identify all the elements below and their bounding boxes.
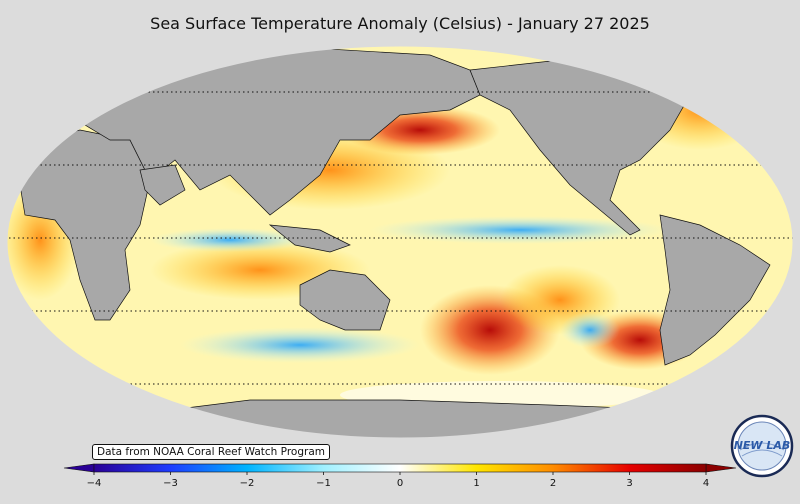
colorbar-tick-label: 4 <box>703 478 709 489</box>
eurasia <box>59 46 481 216</box>
colorbar-tick-label: 1 <box>473 478 479 489</box>
lab-logo: NEW LAB <box>730 414 794 478</box>
south-america <box>659 214 771 366</box>
colorbar-tick-label: −1 <box>316 478 331 489</box>
colorbar-min-extend <box>63 463 95 473</box>
data-source-note: Data from NOAA Coral Reef Watch Program <box>92 444 330 460</box>
map-title: Sea Surface Temperature Anomaly (Celsius… <box>150 14 650 33</box>
logo-seal-icon: NEW LAB <box>730 414 794 478</box>
colorbar-tick-label: −3 <box>163 478 178 489</box>
globe <box>7 46 793 438</box>
colorbar-tick-label: −2 <box>240 478 255 489</box>
colorbar-tick-label: −4 <box>87 478 102 489</box>
colorbar-gradient <box>93 463 707 473</box>
colorbar-tick-label: 3 <box>626 478 632 489</box>
svg-text:NEW LAB: NEW LAB <box>734 439 791 452</box>
colorbar-group: −4 −3 −2 −1 0 1 2 3 4 <box>63 463 737 489</box>
arabia <box>139 164 186 206</box>
colorbar-tick-label: 2 <box>550 478 556 489</box>
colorbar-tick-label: 0 <box>397 478 403 489</box>
globe-outline <box>6 45 794 439</box>
australia <box>299 269 391 331</box>
maritime-continent <box>268 224 351 253</box>
